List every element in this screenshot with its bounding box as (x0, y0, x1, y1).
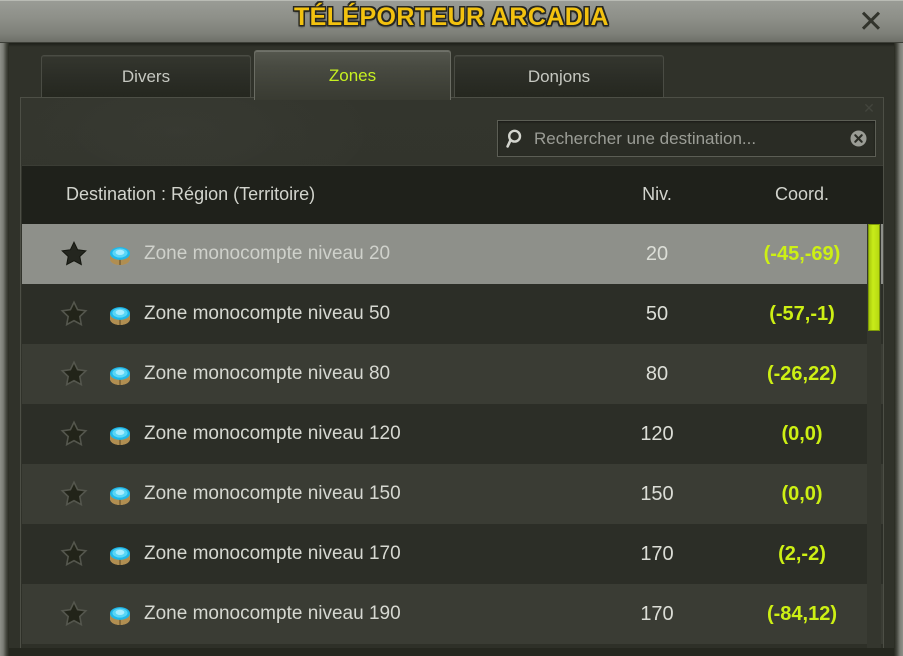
row-level: 80 (645, 362, 669, 385)
row-level: 170 (640, 542, 674, 565)
row-coord: (-45,-69) (763, 242, 841, 265)
row-level: 120 (640, 422, 674, 445)
tab-divers[interactable]: Divers (41, 55, 251, 97)
row-coord: (-84,12) (766, 602, 838, 625)
table-row[interactable]: Zone monocompte niveau 50 50 (-57,-1) (22, 284, 883, 344)
search-input[interactable] (534, 121, 841, 156)
table-row[interactable]: Zone monocompte niveau 150 150 (0,0) (22, 464, 883, 524)
row-destination-name: Zone monocompte niveau 20 (144, 243, 391, 264)
column-header-level[interactable]: Niv. (642, 184, 672, 204)
favorite-star-icon[interactable] (60, 420, 88, 448)
clear-icon[interactable] (841, 121, 875, 156)
tab-divers-label: Divers (121, 66, 171, 86)
window-body: Divers Zones Donjons ✕ (9, 43, 894, 656)
column-header-destination[interactable]: Destination : Région (Territoire) (66, 184, 316, 204)
window-title: TÉLÉPORTEUR ARCADIA (293, 3, 609, 31)
table-row[interactable]: Zone monocompte niveau 20 20 (-45,-69) (22, 224, 883, 284)
row-destination-name: Zone monocompte niveau 120 (144, 423, 401, 444)
tab-donjons[interactable]: Donjons (454, 55, 664, 97)
tab-donjons-label: Donjons (527, 66, 591, 86)
row-level: 20 (645, 242, 669, 265)
search-icon (498, 121, 534, 156)
row-coord: (2,-2) (778, 542, 826, 565)
column-header-coord[interactable]: Coord. (774, 184, 830, 204)
favorite-star-icon[interactable] (60, 540, 88, 568)
tab-zones[interactable]: Zones (254, 50, 451, 100)
zone-portal-icon (106, 241, 134, 267)
close-icon[interactable]: ✕ (858, 3, 884, 39)
search-bar[interactable] (497, 120, 876, 157)
scrollbar-track[interactable] (867, 224, 881, 653)
row-coord: (-57,-1) (769, 302, 835, 325)
row-destination-name: Zone monocompte niveau 170 (144, 543, 401, 564)
zone-portal-icon (106, 481, 134, 507)
table-row[interactable]: Zone monocompte niveau 190 170 (-84,12) (22, 584, 883, 644)
zone-portal-icon (106, 301, 134, 327)
row-destination-name: Zone monocompte niveau 50 (144, 303, 391, 324)
tab-bar: Divers Zones Donjons (9, 50, 894, 100)
row-destination-name: Zone monocompte niveau 150 (144, 483, 401, 504)
title-bar: TÉLÉPORTEUR ARCADIA ✕ (0, 0, 903, 43)
row-coord: (0,0) (781, 482, 823, 505)
favorite-star-icon[interactable] (60, 480, 88, 508)
window-frame-right (894, 43, 903, 656)
row-level: 50 (645, 302, 669, 325)
zone-portal-icon (106, 601, 134, 627)
favorite-star-icon[interactable] (60, 240, 88, 268)
zone-portal-icon (106, 421, 134, 447)
row-coord: (0,0) (781, 422, 823, 445)
row-level: 170 (640, 602, 674, 625)
scrollbar-thumb[interactable] (868, 224, 880, 332)
favorite-star-icon[interactable] (60, 360, 88, 388)
destination-list[interactable]: Zone monocompte niveau 20 20 (-45,-69) Zone… (22, 224, 883, 653)
zone-portal-icon (106, 361, 134, 387)
row-destination-name: Zone monocompte niveau 190 (144, 603, 401, 624)
table-header: Destination : Région (Territoire) Niv. C… (22, 165, 883, 225)
destination-panel: ✕ Destination (20, 97, 884, 653)
table-row[interactable]: Zone monocompte niveau 80 80 (-26,22) (22, 344, 883, 404)
panel-close-icon[interactable]: ✕ (863, 100, 875, 116)
table-row[interactable]: Zone monocompte niveau 170 170 (2,-2) (22, 524, 883, 584)
tab-zones-label: Zones (328, 65, 377, 85)
table-row[interactable]: Zone monocompte niveau 120 120 (0,0) (22, 404, 883, 464)
row-coord: (-26,22) (766, 362, 838, 385)
favorite-star-icon[interactable] (60, 300, 88, 328)
row-destination-name: Zone monocompte niveau 80 (144, 363, 391, 384)
window-frame-bottom (9, 648, 894, 656)
zone-portal-icon (106, 541, 134, 567)
row-level: 150 (640, 482, 674, 505)
window-frame-left (0, 43, 9, 656)
favorite-star-icon[interactable] (60, 600, 88, 628)
